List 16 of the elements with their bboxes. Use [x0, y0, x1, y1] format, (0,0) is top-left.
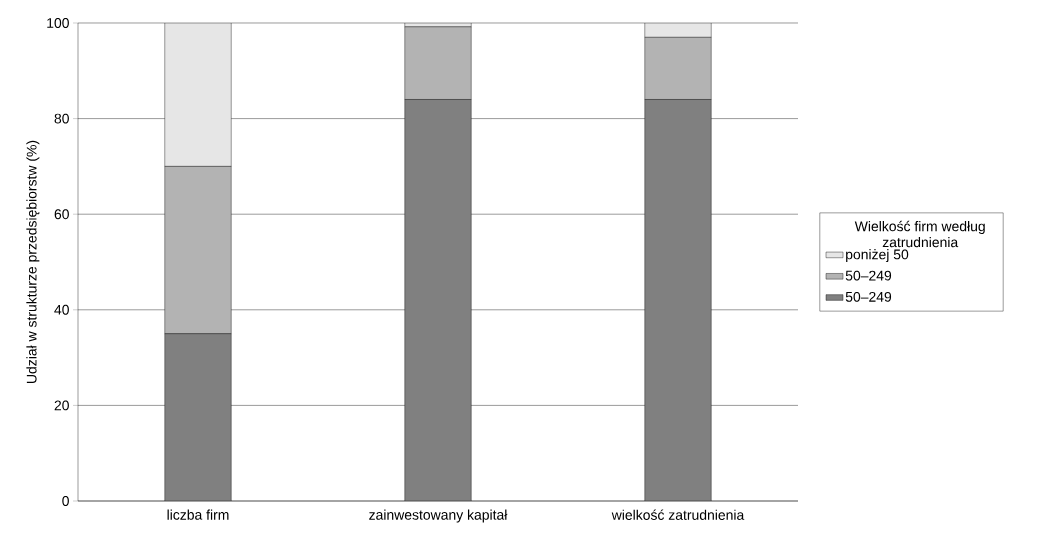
legend-label: poniżej 50: [846, 249, 909, 263]
x-tick-label: zainwestowany kapitał: [369, 509, 508, 523]
bar: [644, 99, 712, 501]
bar: [404, 99, 472, 501]
y-tick-label: 20: [54, 400, 69, 411]
legend-label: 50–249: [845, 270, 892, 281]
x-tick-label: wielkość zatrudnienia: [611, 509, 745, 520]
y-axis-title: Udział w strukturze przedsiębiorstw (%): [26, 140, 40, 383]
y-tick-label: 80: [54, 113, 69, 124]
y-tick-label: 60: [54, 209, 69, 220]
y-tick-label: 40: [54, 304, 69, 315]
y-tick-label: 100: [47, 18, 69, 28]
bar: [164, 333, 232, 501]
legend-label: 50–249: [845, 291, 892, 302]
y-tick-label: 0: [62, 496, 69, 506]
x-tick-label: liczba firm: [167, 509, 229, 520]
